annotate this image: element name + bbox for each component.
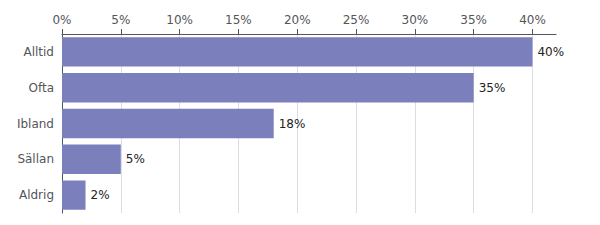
svg-text:35%: 35% — [479, 81, 506, 95]
svg-text:5%: 5% — [126, 152, 145, 166]
svg-text:Alltid: Alltid — [23, 45, 54, 59]
svg-text:10%: 10% — [166, 13, 193, 27]
svg-text:30%: 30% — [402, 13, 429, 27]
svg-text:2%: 2% — [91, 188, 110, 202]
svg-text:40%: 40% — [537, 45, 564, 59]
svg-text:25%: 25% — [343, 13, 370, 27]
svg-text:5%: 5% — [111, 13, 130, 27]
svg-text:35%: 35% — [460, 13, 487, 27]
svg-text:18%: 18% — [279, 117, 306, 131]
svg-text:20%: 20% — [284, 13, 311, 27]
svg-text:Aldrig: Aldrig — [19, 188, 54, 202]
svg-text:40%: 40% — [519, 13, 546, 27]
svg-text:Ofta: Ofta — [28, 81, 54, 95]
svg-text:15%: 15% — [225, 13, 252, 27]
svg-text:Ibland: Ibland — [17, 117, 54, 131]
svg-text:Sällan: Sällan — [17, 152, 54, 166]
svg-text:0%: 0% — [52, 13, 71, 27]
